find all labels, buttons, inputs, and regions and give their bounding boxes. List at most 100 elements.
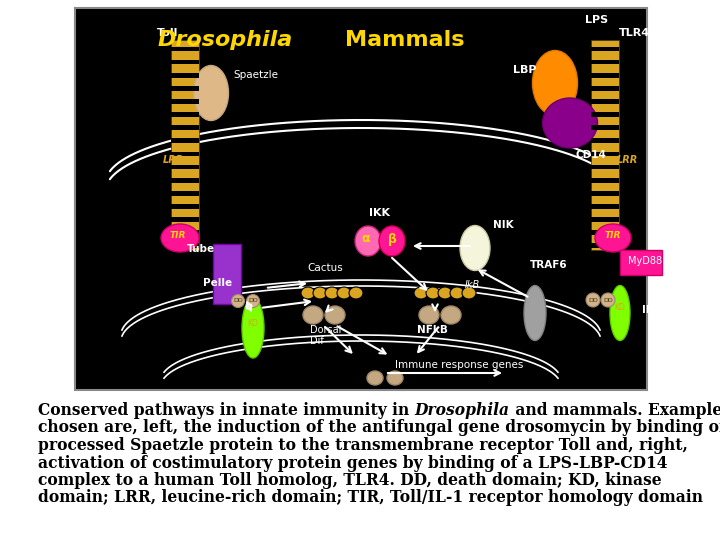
Bar bbox=[591, 165, 619, 170]
Ellipse shape bbox=[246, 294, 259, 307]
Ellipse shape bbox=[194, 65, 228, 120]
Ellipse shape bbox=[355, 226, 381, 256]
Text: TIR: TIR bbox=[605, 232, 621, 240]
Bar bbox=[591, 112, 619, 117]
Text: Dorsal: Dorsal bbox=[310, 325, 341, 335]
Text: processed Spaetzle protein to the transmembrane receptor Toll and, right,: processed Spaetzle protein to the transm… bbox=[38, 437, 688, 454]
Bar bbox=[171, 125, 199, 130]
Ellipse shape bbox=[367, 371, 383, 385]
Text: DD: DD bbox=[233, 299, 243, 303]
Bar bbox=[171, 152, 199, 157]
Bar bbox=[591, 46, 619, 51]
Bar bbox=[171, 99, 199, 104]
Text: DD: DD bbox=[248, 299, 258, 303]
Bar bbox=[591, 204, 619, 209]
Text: LRR: LRR bbox=[617, 155, 638, 165]
Text: complex to a human Toll homolog, TLR4. DD, death domain; KD, kinase: complex to a human Toll homolog, TLR4. D… bbox=[38, 472, 662, 489]
Text: NIK: NIK bbox=[493, 220, 513, 230]
Ellipse shape bbox=[325, 306, 345, 324]
Text: domain; LRR, leucine-rich domain; TIR, Toll/IL-1 receptor homology domain: domain; LRR, leucine-rich domain; TIR, T… bbox=[38, 489, 703, 507]
Ellipse shape bbox=[232, 294, 245, 307]
Text: KD: KD bbox=[615, 303, 626, 313]
Text: α: α bbox=[361, 233, 370, 246]
Bar bbox=[171, 60, 199, 64]
Bar bbox=[171, 86, 199, 91]
Text: NFkB: NFkB bbox=[417, 325, 448, 335]
Ellipse shape bbox=[450, 287, 464, 299]
Text: Mammals: Mammals bbox=[346, 30, 464, 50]
Ellipse shape bbox=[426, 287, 440, 299]
Text: TRAF6: TRAF6 bbox=[530, 260, 567, 270]
Ellipse shape bbox=[438, 287, 452, 299]
Text: Cactus: Cactus bbox=[307, 263, 343, 273]
Ellipse shape bbox=[337, 287, 351, 299]
Bar bbox=[171, 191, 199, 195]
Ellipse shape bbox=[610, 286, 630, 341]
Ellipse shape bbox=[419, 306, 439, 324]
Text: LRR: LRR bbox=[163, 155, 184, 165]
Ellipse shape bbox=[533, 51, 577, 116]
Bar bbox=[591, 73, 619, 78]
Text: KD: KD bbox=[248, 319, 258, 327]
Text: TLR4: TLR4 bbox=[619, 28, 650, 38]
Bar bbox=[591, 99, 619, 104]
Ellipse shape bbox=[601, 293, 615, 307]
Bar bbox=[171, 40, 199, 250]
Text: Drosophila: Drosophila bbox=[415, 402, 510, 419]
Text: and mammals. Examples: and mammals. Examples bbox=[510, 402, 720, 419]
Bar bbox=[171, 138, 199, 143]
Ellipse shape bbox=[161, 224, 199, 252]
Text: MyD88: MyD88 bbox=[628, 256, 662, 266]
Text: activation of costimulatory protein genes by binding of a LPS-LBP-CD14: activation of costimulatory protein gene… bbox=[38, 455, 667, 471]
Text: chosen are, left, the induction of the antifungal gene drosomycin by binding of: chosen are, left, the induction of the a… bbox=[38, 420, 720, 436]
Bar bbox=[171, 73, 199, 78]
Bar bbox=[213, 244, 241, 304]
Ellipse shape bbox=[349, 287, 363, 299]
Ellipse shape bbox=[303, 306, 323, 324]
Text: Immune response genes: Immune response genes bbox=[395, 360, 523, 370]
Text: Spaetzle: Spaetzle bbox=[233, 70, 278, 80]
Text: Conserved pathways in innate immunity in: Conserved pathways in innate immunity in bbox=[38, 402, 415, 419]
Ellipse shape bbox=[586, 293, 600, 307]
Bar bbox=[591, 60, 619, 64]
Ellipse shape bbox=[387, 371, 403, 385]
Bar bbox=[620, 250, 662, 275]
Bar bbox=[171, 217, 199, 222]
Ellipse shape bbox=[414, 287, 428, 299]
Bar bbox=[591, 125, 619, 130]
Ellipse shape bbox=[595, 224, 631, 252]
Bar bbox=[591, 217, 619, 222]
Ellipse shape bbox=[379, 226, 405, 256]
Bar bbox=[171, 231, 199, 235]
Ellipse shape bbox=[242, 298, 264, 358]
Text: IRAK: IRAK bbox=[642, 305, 670, 315]
Text: Drosophila: Drosophila bbox=[158, 30, 292, 50]
Text: TIR: TIR bbox=[170, 232, 186, 240]
Bar bbox=[171, 178, 199, 183]
Text: Tube: Tube bbox=[187, 244, 215, 254]
Bar bbox=[591, 191, 619, 195]
Bar bbox=[591, 86, 619, 91]
Bar bbox=[591, 178, 619, 183]
Text: Toll: Toll bbox=[157, 28, 179, 38]
Bar bbox=[591, 40, 619, 250]
Text: IKK: IKK bbox=[369, 208, 390, 218]
Text: DD: DD bbox=[603, 298, 613, 302]
Bar bbox=[171, 112, 199, 117]
Text: β: β bbox=[387, 233, 397, 246]
Ellipse shape bbox=[542, 98, 598, 148]
Bar bbox=[171, 46, 199, 51]
Bar bbox=[171, 204, 199, 209]
Bar bbox=[75, 8, 647, 390]
Ellipse shape bbox=[460, 226, 490, 271]
Bar bbox=[591, 231, 619, 235]
Ellipse shape bbox=[441, 306, 461, 324]
Ellipse shape bbox=[325, 287, 339, 299]
Text: LBP: LBP bbox=[513, 65, 536, 75]
Ellipse shape bbox=[462, 287, 476, 299]
Bar bbox=[171, 244, 199, 248]
Ellipse shape bbox=[524, 286, 546, 341]
Text: LPS: LPS bbox=[585, 15, 608, 25]
Bar bbox=[591, 244, 619, 248]
Ellipse shape bbox=[301, 287, 315, 299]
